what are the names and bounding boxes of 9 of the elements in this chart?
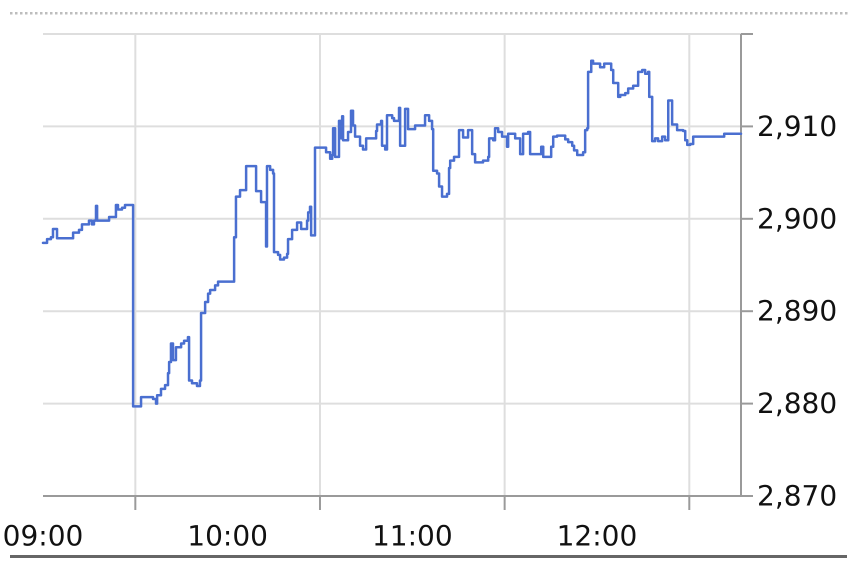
y-tick-label: 2,870 [757, 480, 838, 512]
y-tick-label: 2,900 [757, 202, 838, 236]
x-tick-label: 10:00 [187, 520, 268, 552]
y-tick-label: 2,880 [757, 387, 838, 420]
y-tick-label: 2,890 [757, 294, 838, 328]
y-tick-label: 2,910 [757, 110, 838, 143]
x-tick-label: 12:00 [556, 520, 638, 552]
x-tick-label: 09:00 [2, 520, 84, 552]
x-tick-label: 11:00 [372, 520, 453, 552]
